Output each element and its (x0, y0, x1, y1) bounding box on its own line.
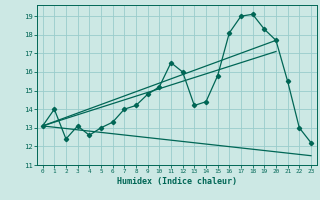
X-axis label: Humidex (Indice chaleur): Humidex (Indice chaleur) (117, 177, 237, 186)
